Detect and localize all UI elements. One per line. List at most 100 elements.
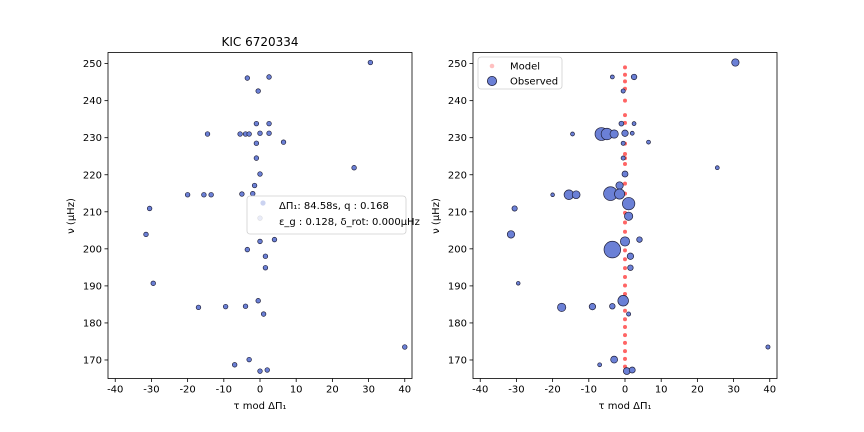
observed-point: [621, 129, 629, 137]
observed-point: [244, 75, 250, 81]
model-point: [623, 113, 627, 118]
left-plot-frame: [107, 52, 413, 379]
legend-observed-label: Observed: [510, 77, 558, 88]
model-point: [623, 248, 627, 253]
observed-point: [195, 304, 202, 311]
observed-point: [257, 368, 263, 374]
right-x-tick-label: 40: [763, 385, 776, 396]
model-point: [623, 266, 627, 271]
legend-observed-marker: [486, 76, 497, 87]
observed-point: [630, 73, 638, 81]
observed-point: [624, 211, 634, 221]
observed-point: [184, 192, 191, 198]
observed-point: [257, 171, 263, 177]
observed-point: [597, 362, 602, 368]
legend: Model Observed: [477, 56, 563, 90]
model-point: [623, 274, 627, 279]
observed-point: [367, 59, 374, 66]
left-x-tick-label: -30: [143, 385, 159, 396]
observed-point: [620, 155, 626, 161]
model-point: [623, 349, 627, 354]
observed-point: [150, 280, 156, 286]
observed-point: [622, 197, 636, 211]
observed-point: [244, 246, 250, 253]
right-y-tick-label: 240: [448, 96, 467, 107]
observed-point: [603, 240, 621, 259]
model-point: [623, 152, 627, 157]
legend-frame: [477, 56, 563, 90]
right-x-tick-label: 10: [655, 385, 668, 396]
left-x-tick-label: 40: [398, 385, 411, 396]
model-point: [623, 220, 627, 225]
observed-point: [253, 120, 260, 127]
left-y-axis-label: ν (μHz): [66, 198, 77, 234]
observed-point: [257, 130, 263, 136]
right-x-tick-label: 0: [622, 385, 628, 396]
left-x-tick-label: -40: [107, 385, 123, 396]
observed-point: [588, 303, 597, 311]
annotation-line-1: ΔΠ₁: 84.58s, q : 0.168: [279, 201, 389, 212]
right-axis-ticks: -40 -30 -20 -10 0 10 20 30 40 170 180 190 200 210 220 2…: [448, 59, 776, 395]
observed-point: [260, 311, 267, 317]
model-point: [623, 308, 627, 313]
observed-point: [266, 120, 272, 127]
observed-point: [620, 88, 626, 94]
left-axis-ticks: -40 -30 -20 -10 0 10 20 30 40 170 180 190 200 210 220 2…: [83, 59, 411, 395]
left-panel: KIC 6720334 -40 -30 -20 -10 0 10 20 30 40 170 180 1…: [66, 35, 420, 412]
right-x-tick-label: 20: [691, 385, 704, 396]
observed-point: [631, 121, 637, 126]
left-y-tick-label: 190: [83, 281, 102, 292]
right-y-tick-label: 170: [448, 355, 467, 366]
left-y-tick-label: 210: [83, 207, 102, 218]
left-x-tick-label: 10: [290, 385, 303, 396]
left-y-tick-label: 230: [83, 133, 102, 144]
observed-point: [627, 264, 634, 271]
annotation-line-2: ε_g : 0.128, δ_rot: 0.000μHz: [279, 217, 420, 228]
right-x-tick-label: -10: [581, 385, 597, 396]
observed-point: [264, 367, 270, 373]
observed-point: [266, 74, 272, 80]
left-chart-title: KIC 6720334: [221, 35, 298, 49]
model-point: [623, 317, 627, 322]
observed-point: [266, 130, 272, 136]
observed-point: [571, 190, 581, 200]
observed-point: [636, 236, 643, 243]
observed-point: [402, 344, 408, 350]
annotation-frame: [246, 195, 407, 235]
left-y-tick-label: 170: [83, 355, 102, 366]
observed-point: [626, 311, 632, 317]
observed-point: [250, 190, 256, 197]
observed-point: [246, 356, 252, 363]
observed-point: [208, 192, 214, 198]
model-point: [623, 257, 627, 262]
observed-point: [242, 303, 249, 309]
observed-point: [618, 120, 625, 127]
observed-point: [620, 236, 630, 247]
observed-point: [204, 131, 211, 137]
model-point: [623, 72, 627, 77]
model-point: [623, 79, 627, 84]
observed-point: [646, 139, 651, 145]
observed-point: [621, 170, 629, 178]
right-y-tick-label: 220: [448, 170, 467, 181]
model-point: [623, 181, 627, 186]
right-panel: -40 -30 -20 -10 0 10 20 30 40 170 180 190 200 210 220 2…: [431, 52, 778, 412]
observed-point: [222, 303, 229, 310]
observed-point: [280, 139, 287, 145]
right-plot-frame: [472, 52, 778, 379]
annotation-marker: [260, 200, 266, 206]
left-x-tick-label: -10: [216, 385, 232, 396]
observed-point: [506, 230, 516, 239]
observed-point: [516, 281, 521, 286]
observed-point: [610, 74, 615, 80]
observed-point: [201, 192, 207, 198]
right-x-axis-label: τ mod ΔΠ₁: [599, 401, 652, 412]
observed-point: [617, 295, 629, 307]
observed-point: [246, 131, 252, 137]
observed-point: [262, 253, 269, 259]
observed-point: [557, 302, 567, 312]
observed-point: [143, 231, 149, 238]
annotation-box: ΔΠ₁: 84.58s, q : 0.168 ε_g : 0.128, δ_ro…: [246, 195, 420, 235]
right-y-tick-label: 230: [448, 133, 467, 144]
observed-point: [255, 298, 261, 304]
